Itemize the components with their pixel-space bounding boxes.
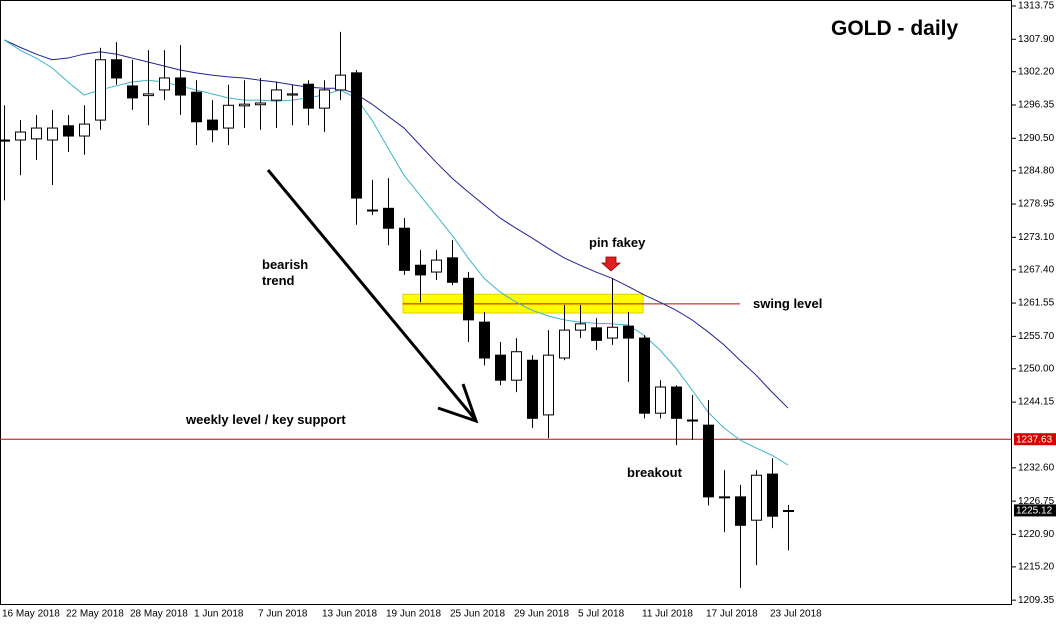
candle-body <box>143 93 154 97</box>
candle-body <box>191 91 202 123</box>
y-tick-label: 1267.40 <box>1018 264 1055 275</box>
y-tick-label: 1261.55 <box>1018 298 1055 309</box>
candle-body <box>15 131 26 141</box>
annotation: weekly level / key support <box>186 412 346 427</box>
candle-body <box>415 264 426 276</box>
candle-body <box>159 77 170 91</box>
y-tick-label: 1255.70 <box>1018 331 1055 342</box>
y-tick-label: 1209.35 <box>1018 595 1055 606</box>
y-tick-label: 1273.10 <box>1018 232 1055 243</box>
annotation: pin fakey <box>589 235 646 250</box>
y-tick-label: 1250.00 <box>1018 363 1055 374</box>
annotation: bearish trend <box>262 257 309 288</box>
candle-body <box>287 93 298 96</box>
y-tick-label: 1226.75 <box>1018 496 1055 507</box>
x-tick-label: 5 Jul 2018 <box>578 609 625 620</box>
candle-body <box>655 386 666 414</box>
trend-arrow-head <box>437 383 479 424</box>
candle-body <box>463 277 474 321</box>
y-tick-label: 1278.95 <box>1018 199 1055 210</box>
candle-body <box>607 326 618 339</box>
candle-body <box>79 123 90 137</box>
x-tick-label: 13 Jun 2018 <box>322 609 377 620</box>
candle-body <box>367 209 378 212</box>
candle-body <box>303 83 314 109</box>
y-tick-label: 1220.90 <box>1018 529 1055 540</box>
candle-body <box>447 257 458 283</box>
y-tick-label: 1215.20 <box>1018 562 1055 573</box>
candle-body <box>767 473 778 517</box>
candle-body <box>399 227 410 271</box>
candle-body <box>175 77 186 96</box>
candle-body <box>335 74 346 91</box>
moving-average <box>3 39 789 466</box>
candle-body <box>639 337 650 414</box>
y-tick-label: 1290.50 <box>1018 133 1055 144</box>
candle-body <box>575 323 586 331</box>
candle-body <box>319 89 330 109</box>
candle-body <box>559 329 570 359</box>
price-tag-box <box>1014 504 1056 517</box>
candle-body <box>703 424 714 498</box>
candle-body <box>0 139 10 142</box>
y-tick-label: 1307.90 <box>1018 34 1055 45</box>
y-tick-label: 1313.75 <box>1018 1 1055 12</box>
price-tag: 1225.12 <box>1016 506 1053 517</box>
x-tick-label: 17 Jul 2018 <box>706 609 758 620</box>
candle-body <box>479 321 490 359</box>
support-tag-box <box>1014 433 1056 446</box>
y-tick-label: 1232.60 <box>1018 462 1055 473</box>
candle-body <box>431 259 442 273</box>
candle-body <box>239 103 250 107</box>
candle-body <box>511 351 522 381</box>
candle-body <box>223 104 234 129</box>
x-tick-label: 23 Jul 2018 <box>770 609 822 620</box>
candle-body <box>63 125 74 137</box>
x-tick-label: 11 Jul 2018 <box>642 609 693 620</box>
x-tick-label: 16 May 2018 <box>2 609 60 620</box>
x-tick-label: 7 Jun 2018 <box>258 609 308 620</box>
x-tick-label: 25 Jun 2018 <box>450 609 505 620</box>
candle-body <box>95 59 106 121</box>
candle-body <box>207 119 218 131</box>
candle-body <box>31 127 42 140</box>
candle-body <box>527 359 538 419</box>
support-tag: 1237.63 <box>1016 434 1053 445</box>
candle-body <box>271 89 282 101</box>
candle-body <box>687 419 698 422</box>
annotation: swing level <box>753 296 823 311</box>
candle-body <box>495 354 506 381</box>
x-tick-label: 29 Jun 2018 <box>514 609 569 620</box>
y-tick-label: 1302.20 <box>1018 66 1055 77</box>
annotation: breakout <box>627 465 682 480</box>
candle-body <box>383 207 394 229</box>
y-tick-label: 1244.15 <box>1018 397 1055 408</box>
candle-body <box>543 354 554 416</box>
candle-body <box>735 496 746 526</box>
candle-body <box>671 386 682 419</box>
y-tick-label: 1296.35 <box>1018 100 1055 111</box>
candle-body <box>47 127 58 141</box>
candle-body <box>623 325 634 339</box>
candle-body <box>719 496 730 499</box>
x-tick-label: 22 May 2018 <box>66 609 124 620</box>
pin-arrow <box>600 256 622 272</box>
x-tick-label: 1 Jun 2018 <box>194 609 244 620</box>
candle-body <box>111 59 122 79</box>
candle-body <box>591 327 602 341</box>
candle-body <box>255 102 266 106</box>
x-tick-label: 19 Jun 2018 <box>386 609 441 620</box>
trend-arrow <box>266 169 476 419</box>
x-tick-label: 28 May 2018 <box>130 609 188 620</box>
candle-body <box>127 85 138 99</box>
candle-body <box>751 474 762 521</box>
chart-title: GOLD - daily <box>831 17 959 40</box>
y-tick-label: 1284.80 <box>1018 165 1055 176</box>
moving-average <box>3 39 789 409</box>
candle-body <box>783 510 794 513</box>
candle-body <box>351 72 362 199</box>
